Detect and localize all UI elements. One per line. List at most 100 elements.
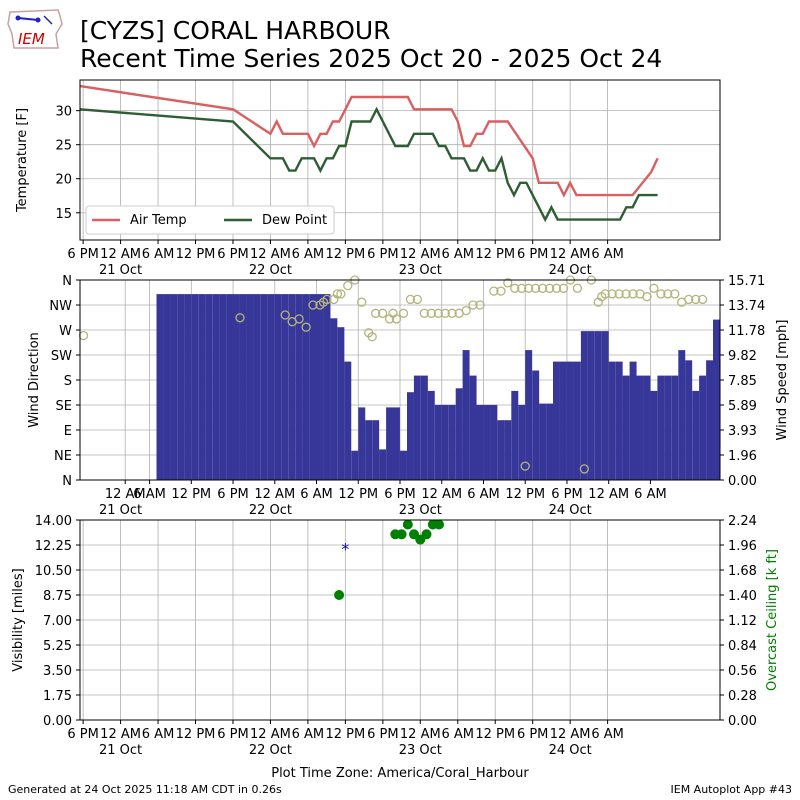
wind-speed-tick-label: 13.74 — [728, 299, 765, 314]
wind-speed-bar — [386, 407, 394, 480]
vis-frame — [79, 519, 721, 721]
ceiling-marker — [402, 519, 413, 530]
ceiling-y-tick-label: 0.28 — [728, 689, 757, 704]
wind-x-tick-label: 6 AM — [300, 487, 333, 502]
wind-speed-axis-label: Wind Speed [mph] — [775, 320, 790, 441]
wind-dir-tick-label: W — [59, 324, 72, 339]
wind-speed-tick-label: 9.82 — [728, 349, 757, 364]
wind-speed-bar — [650, 390, 658, 480]
wind-direction-marker — [524, 283, 534, 293]
wind-direction-marker — [544, 283, 555, 293]
wind-speed-bar — [344, 361, 352, 480]
wind-speed-bar — [337, 327, 345, 480]
wind-direction-marker — [280, 310, 290, 320]
vis-y-tick-label: 7.00 — [43, 614, 72, 629]
wind-speed-bar — [546, 403, 554, 480]
wind-dir-tick-label: SW — [51, 349, 72, 364]
wind-x-tick-label: 6 AM — [133, 487, 166, 502]
wind-speed-bar — [184, 294, 192, 480]
wind-speed-bar — [247, 294, 254, 480]
wind-direction-marker — [579, 464, 589, 474]
wind-direction-marker — [235, 313, 245, 323]
wind-speed-bar — [629, 361, 637, 480]
wind-direction-marker — [697, 294, 708, 305]
temp-y-tick-label: 25 — [55, 139, 72, 154]
ceiling-y-tick-label: 1.68 — [728, 564, 757, 579]
wind-direction-marker — [371, 308, 381, 318]
wind-speed-tick-label: 7.85 — [728, 374, 757, 389]
wind-speed-bar — [198, 294, 206, 480]
wind-speed-bar — [608, 361, 616, 480]
wind-speed-bar — [671, 375, 679, 480]
temp-x-tick-label: 12 AM — [250, 247, 291, 262]
vis-x-tick-label: 12 AM — [400, 727, 441, 742]
wind-speed-bar — [476, 404, 484, 480]
temp-legend — [85, 205, 335, 235]
legend-label-0: Air Temp — [130, 213, 187, 228]
vis-y-tick-label: 1.75 — [43, 689, 72, 704]
wind-speed-bar — [483, 404, 491, 480]
ceiling-marker — [334, 590, 345, 600]
wind-x-tick-label: 12 AM — [105, 487, 146, 502]
vis-x-tick-label: 6 PM — [517, 727, 548, 742]
temp-frame — [79, 79, 721, 241]
temp-x-tick-label: 6 PM — [217, 247, 248, 262]
wind-direction-marker — [336, 289, 346, 299]
wind-speed-bar — [226, 294, 234, 480]
temp-x-tick-label: 6 AM — [292, 247, 325, 262]
wind-dir-tick-label: N — [62, 474, 72, 489]
ceiling-y-axis-label: Overcast Ceiling [k ft] — [765, 549, 780, 691]
temp-x-tick-label: 12 PM — [325, 247, 365, 262]
wind-direction-marker — [468, 300, 478, 310]
temp-x-tick-label: 12 AM — [550, 247, 591, 262]
wind-speed-bar — [518, 404, 526, 480]
wind-dir-tick-label: N — [62, 274, 72, 289]
generated-footer: Generated at 24 Oct 2025 11:18 AM CDT in… — [8, 783, 282, 796]
wind-x-tick-label: 12 AM — [421, 487, 462, 502]
wind-speed-bar — [351, 450, 359, 480]
wind-x-tick-label: 6 AM — [634, 487, 667, 502]
wind-speed-tick-label: 0.00 — [728, 474, 757, 489]
wind-speed-bar — [553, 361, 560, 480]
wind-direction-marker — [412, 294, 423, 305]
wind-speed-tick-label: 1.96 — [728, 449, 757, 464]
wind-speed-bar — [260, 294, 268, 480]
wind-frame — [79, 279, 721, 481]
wind-x-date-label: 21 Oct — [99, 503, 142, 518]
wind-speed-bar — [295, 294, 303, 480]
temp-y-axis-label: Temperature [F] — [15, 108, 30, 213]
ceiling-y-tick-label: 2.24 — [728, 514, 757, 529]
wind-speed-bar — [177, 294, 185, 480]
wind-speed-bar — [511, 390, 519, 480]
wind-speed-bar — [455, 388, 463, 480]
wind-direction-marker — [398, 308, 409, 318]
vis-y-tick-label: 3.50 — [43, 664, 72, 679]
temp-x-tick-label: 12 AM — [400, 247, 441, 262]
vis-x-tick-label: 12 AM — [100, 727, 141, 742]
wind-dir-tick-label: SE — [56, 399, 72, 414]
wind-direction-marker — [600, 289, 610, 299]
wind-speed-bar — [594, 331, 602, 480]
wind-direction-marker — [496, 286, 506, 296]
wind-speed-bar — [567, 361, 574, 480]
wind-direction-marker — [357, 297, 367, 307]
vis-x-tick-label: 6 AM — [142, 727, 175, 742]
wind-direction-marker — [642, 292, 652, 302]
wind-speed-bar — [490, 404, 498, 480]
vis-x-date-label: 21 Oct — [99, 743, 142, 758]
vis-y-tick-label: 10.50 — [35, 564, 72, 579]
wind-speed-bar — [587, 331, 595, 480]
vis-x-tick-label: 12 PM — [176, 727, 216, 742]
wind-speed-bar — [400, 450, 407, 480]
wind-speed-bar — [267, 294, 275, 480]
temp-x-date-label: 23 Oct — [399, 263, 442, 278]
wind-speed-bar — [413, 375, 421, 480]
wind-direction-marker — [322, 294, 332, 305]
wind-x-tick-label: 12 PM — [338, 487, 378, 502]
wind-speed-bar — [288, 294, 296, 480]
wind-speed-bar — [560, 361, 567, 480]
wind-direction-marker — [531, 283, 541, 293]
vis-x-tick-label: 6 AM — [441, 727, 474, 742]
